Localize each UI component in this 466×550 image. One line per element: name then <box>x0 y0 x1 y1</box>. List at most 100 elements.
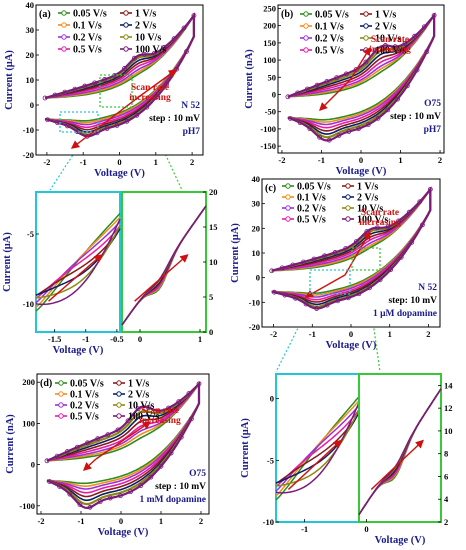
legend-item: 10 V/s <box>120 33 161 44</box>
series-marker <box>375 225 380 231</box>
zoom-series-line <box>121 205 207 326</box>
series-marker <box>97 499 103 505</box>
annotation-scan-rate: Scan rate <box>361 208 399 218</box>
series-marker <box>287 116 293 121</box>
series-marker <box>62 89 68 95</box>
plot-frame <box>358 373 442 523</box>
legend-marker <box>285 194 291 200</box>
series-marker <box>92 80 98 86</box>
series-marker <box>314 82 320 88</box>
legend-marker <box>61 46 67 52</box>
panel-b: -2 -1 0 1 2 -150 -100 -50 0 50 100 150 200 250 Voltage… <box>244 3 445 177</box>
legend-item: 0.1 V/s <box>58 21 102 32</box>
annotation-condition: pH7 <box>183 127 201 137</box>
y-tick-label: 0 <box>270 394 274 404</box>
series-marker <box>367 285 372 291</box>
annotation-step: step : 10 mV <box>149 114 200 124</box>
x-tick-label: -2 <box>278 155 285 165</box>
legend-marker <box>61 22 67 28</box>
series-marker <box>304 86 310 92</box>
series-marker <box>134 112 140 118</box>
legend-marker <box>363 11 369 17</box>
zoom-region-box <box>59 111 99 133</box>
legend-item: 1 V/s <box>113 379 149 390</box>
series-marker <box>322 253 327 259</box>
series-marker <box>402 41 408 46</box>
y-tick-label: -5 <box>267 455 274 465</box>
annotation-scan-rate-2: increasing <box>139 416 181 426</box>
annotation-condition: 1 μM dopamine <box>373 309 437 319</box>
legend-item: 0.1 V/s <box>282 193 326 204</box>
y-tick-label: 40 <box>26 0 35 10</box>
y-tick-label: 10 <box>444 426 453 436</box>
y-axis-label: Current (nA) <box>244 49 255 109</box>
zoom-series-line <box>275 412 360 484</box>
legend-label: 0.5 V/s <box>70 412 99 423</box>
legend-marker <box>345 205 351 211</box>
y-tick-label: 0 <box>209 327 213 337</box>
legend-label: 0.2 V/s <box>315 34 344 45</box>
series-marker <box>334 75 340 81</box>
legend-marker <box>345 216 351 222</box>
scan-arrow <box>70 95 141 149</box>
legend-label: 10 V/s <box>135 33 161 44</box>
zoom-region-box <box>99 74 133 108</box>
legend-item: 2 V/s <box>113 390 149 401</box>
series-marker <box>343 71 349 77</box>
annotation-scan-rate-2: increasing <box>129 93 171 103</box>
legend-label: 100 V/s <box>357 215 388 226</box>
y-tick-label: 20 <box>252 223 261 233</box>
legend-marker <box>58 413 64 419</box>
zoom-region-box <box>351 247 381 271</box>
y-tick-label: -10 <box>249 297 260 307</box>
legend-label: 2 V/s <box>135 21 156 32</box>
legend-label: 2 V/s <box>375 22 396 33</box>
y-tick-label: 100 <box>263 55 276 65</box>
legend-label: 0.5 V/s <box>315 46 344 57</box>
legend-marker <box>58 380 64 386</box>
series-marker <box>385 224 391 230</box>
annotation-step: step: 10 mV <box>388 296 437 306</box>
x-tick-label: 1 <box>398 155 402 165</box>
y-tick-label: -150 <box>260 141 276 151</box>
plot-frame <box>275 373 360 523</box>
legend-item: 0.5 V/s <box>282 215 326 226</box>
legend-marker <box>285 183 291 189</box>
series-line-100Vs <box>46 381 201 510</box>
x-tick-label: -2 <box>43 157 50 167</box>
legend-marker <box>123 10 129 16</box>
annotation-sample: O75 <box>189 469 206 479</box>
panel-c_zoom_right: 0 2 4 6 8 10 12 14 Voltage (V) <box>358 373 453 546</box>
y-tick-label: -20 <box>23 150 34 160</box>
legend-label: 2 V/s <box>128 390 149 401</box>
panel-d: -2 -1 0 1 2 -100 0 100 200 Voltage (V) Current (nA… <box>5 373 210 538</box>
legend-marker <box>123 34 129 40</box>
legend-item: 0.2 V/s <box>282 204 326 215</box>
legend-item: 2 V/s <box>120 21 156 32</box>
y-tick-label: 2 <box>444 517 448 527</box>
y-tick-label: -5 <box>27 229 34 239</box>
annotation-scan-rate: Scan rate <box>371 35 409 45</box>
series-marker <box>345 295 351 301</box>
y-tick-label: 200 <box>263 21 276 31</box>
legend-marker <box>363 23 369 29</box>
legend-marker <box>285 216 291 222</box>
legend-marker <box>116 391 122 397</box>
legend-item: 0.2 V/s <box>58 33 102 44</box>
series-marker <box>87 504 93 510</box>
x-axis-label: Voltage (V) <box>94 168 145 179</box>
y-tick-label: -100 <box>19 501 35 511</box>
scan-arrow <box>48 254 103 302</box>
x-tick-label: 1 <box>388 329 392 339</box>
series-marker <box>343 246 349 251</box>
series-marker <box>417 199 423 205</box>
series-marker <box>419 222 425 228</box>
legend-label: 0.2 V/s <box>297 204 326 215</box>
zoom-series-line <box>358 388 442 516</box>
series-marker <box>135 406 141 412</box>
legend-item: 2 V/s <box>360 22 396 33</box>
series-marker <box>382 43 388 48</box>
scan-arrow <box>304 274 346 298</box>
series-marker <box>122 66 127 71</box>
